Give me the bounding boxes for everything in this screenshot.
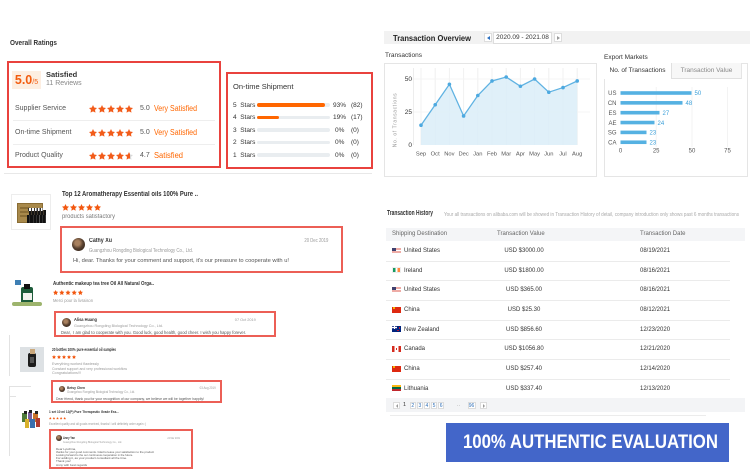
svg-text:23: 23 <box>650 131 657 137</box>
svg-text:AE: AE <box>608 121 616 127</box>
svg-text:75: 75 <box>724 149 731 155</box>
svg-text:Jun: Jun <box>544 152 553 158</box>
svg-text:Apr: Apr <box>516 152 525 158</box>
svg-text:Jul: Jul <box>559 152 566 158</box>
svg-text:48: 48 <box>686 101 693 107</box>
svg-text:CA: CA <box>608 140 616 146</box>
svg-text:Feb: Feb <box>487 152 497 158</box>
svg-text:US: US <box>608 91 616 97</box>
svg-text:25: 25 <box>405 109 413 116</box>
svg-text:23: 23 <box>650 140 657 146</box>
svg-text:Aug: Aug <box>572 152 582 158</box>
svg-text:May: May <box>529 152 540 158</box>
svg-text:Nov: Nov <box>444 152 454 158</box>
svg-text:50: 50 <box>689 149 696 155</box>
svg-text:24: 24 <box>658 121 665 127</box>
svg-text:ES: ES <box>608 111 616 117</box>
svg-text:Dec: Dec <box>458 152 468 158</box>
svg-text:Oct: Oct <box>431 152 440 158</box>
svg-text:No. of Transactions: No. of Transactions <box>393 93 399 147</box>
svg-text:27: 27 <box>663 111 670 117</box>
svg-text:0: 0 <box>619 149 623 155</box>
svg-text:50: 50 <box>695 91 702 97</box>
svg-text:Jan: Jan <box>473 152 482 158</box>
svg-text:SG: SG <box>608 131 617 137</box>
svg-text:CN: CN <box>608 101 617 107</box>
svg-text:0: 0 <box>408 142 412 149</box>
svg-text:25: 25 <box>653 149 660 155</box>
svg-text:50: 50 <box>405 76 413 83</box>
svg-text:Sep: Sep <box>416 152 426 158</box>
svg-text:Mar: Mar <box>501 152 511 158</box>
